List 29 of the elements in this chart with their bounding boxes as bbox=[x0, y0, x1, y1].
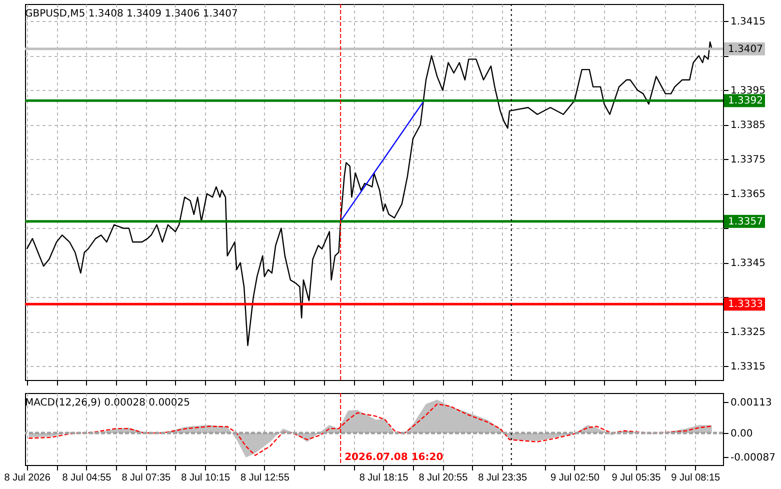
y-tick-label: 1.3315 bbox=[730, 362, 766, 373]
x-tick-label: 8 Jul 18:15 bbox=[359, 472, 409, 484]
ref-line-label: 1.3333 bbox=[728, 299, 763, 310]
y-tick-label: 1.3325 bbox=[730, 327, 766, 338]
y-tick-label: 0.00113 bbox=[730, 397, 772, 408]
y-tick-label: 1.3345 bbox=[730, 258, 766, 270]
x-tick-label: 9 Jul 08:15 bbox=[671, 472, 721, 484]
x-tick-label: 8 Jul 04:55 bbox=[62, 472, 112, 484]
ref-line-label: 1.3357 bbox=[728, 216, 763, 228]
chart-title: MACD(12,26,9) 0.00028 0.00025 bbox=[25, 398, 190, 408]
y-tick-label: 1.3375 bbox=[730, 154, 766, 166]
x-tick-label: 9 Jul 02:50 bbox=[550, 472, 600, 484]
y-tick-label: 1.3415 bbox=[730, 16, 766, 28]
ref-line-label: 2026.07.08 16:20 bbox=[344, 452, 444, 463]
ref-line-label: 1.3392 bbox=[728, 96, 763, 107]
y-tick-label: -0.00087 bbox=[730, 452, 776, 464]
chart-title: GBPUSD,M5 1.3408 1.3409 1.3406 1.3407 bbox=[25, 8, 238, 20]
y-tick-label: 1.3365 bbox=[730, 189, 766, 200]
x-tick-label: 9 Jul 05:35 bbox=[612, 472, 662, 484]
y-tick-label: 1.3395 bbox=[730, 86, 766, 97]
x-tick-label: 8 Jul 10:15 bbox=[181, 472, 230, 484]
x-tick-label: 8 Jul 23:35 bbox=[478, 472, 528, 484]
ref-line-label: 1.3407 bbox=[728, 44, 763, 55]
x-tick-label: 8 Jul 07:35 bbox=[122, 472, 172, 484]
x-tick-label: 8 Jul 2026 bbox=[4, 472, 51, 484]
y-tick-label: 0.00 bbox=[730, 428, 753, 440]
x-tick-label: 8 Jul 20:55 bbox=[418, 472, 468, 484]
x-tick-label: 8 Jul 12:55 bbox=[240, 472, 290, 484]
y-tick-label: 1.3385 bbox=[730, 120, 766, 132]
